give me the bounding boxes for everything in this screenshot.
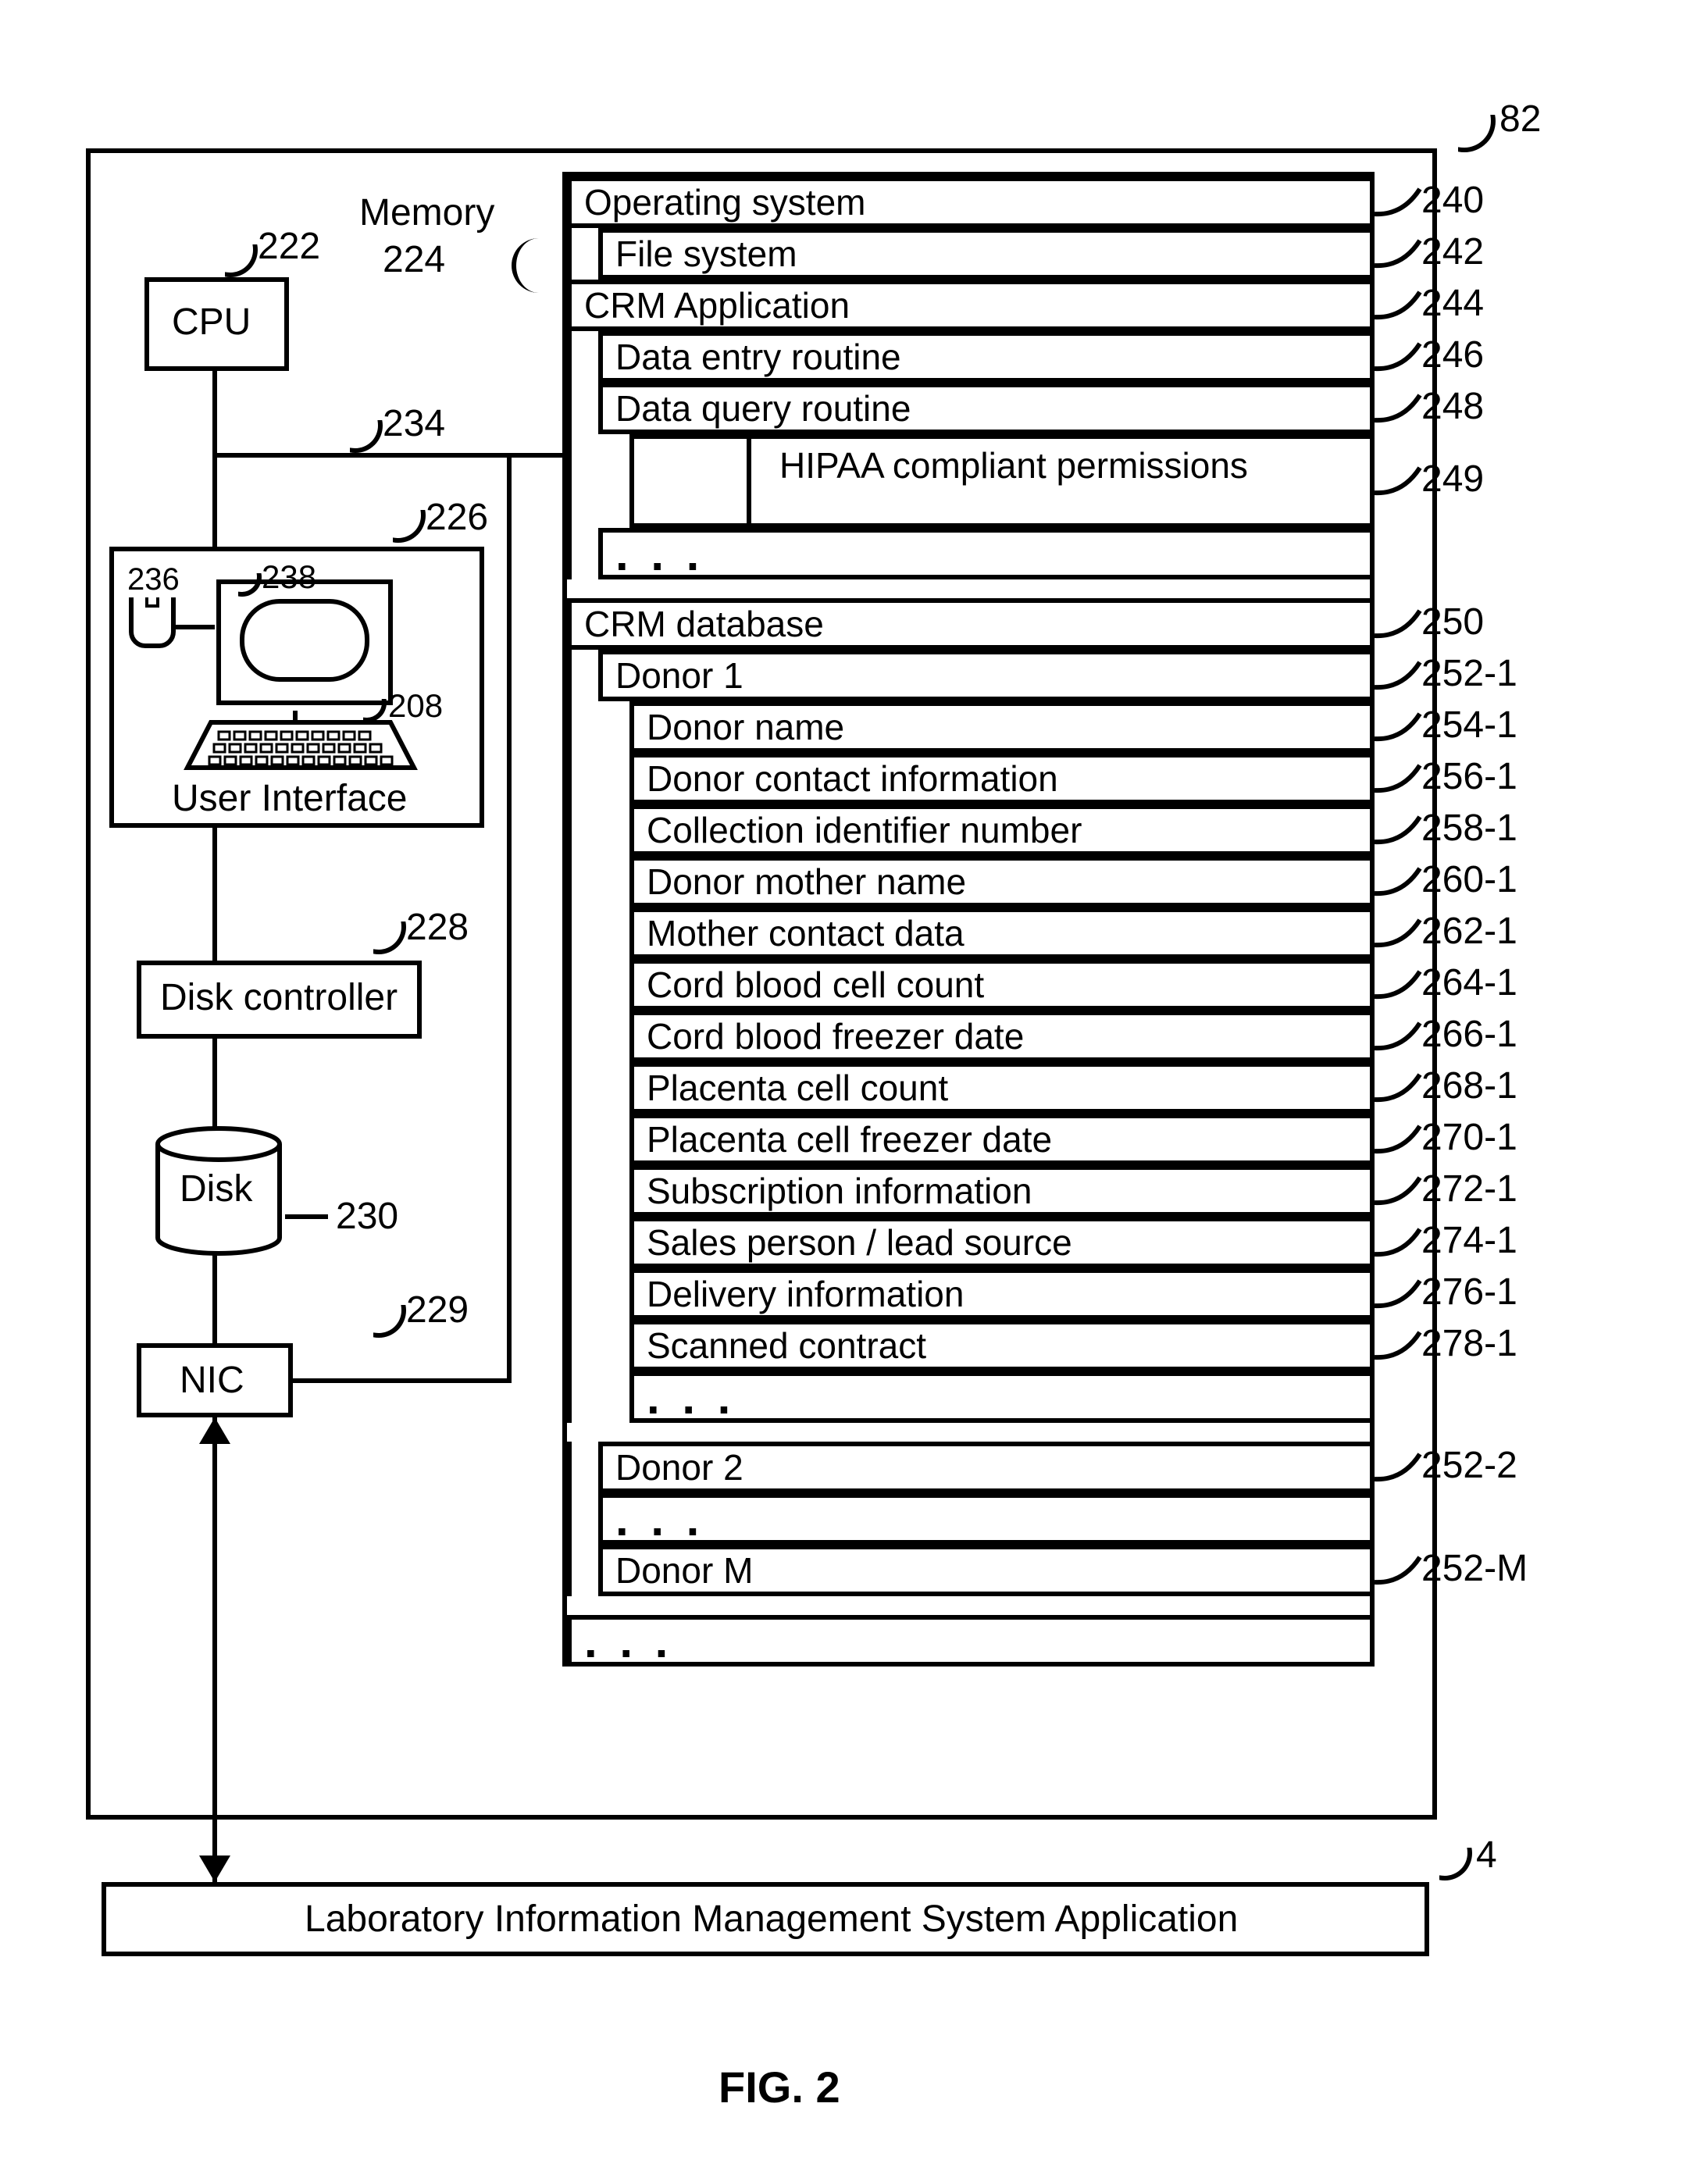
nic-to-bus-v — [507, 453, 512, 1383]
ref-228: 228 — [406, 906, 469, 949]
memory-ref-label: 248 — [1421, 385, 1484, 428]
monitor-icon — [215, 578, 394, 711]
spacer-row — [567, 579, 1370, 598]
ellipsis-text: . . . — [615, 1492, 704, 1546]
memory-row: Placenta cell count — [629, 1062, 1370, 1114]
indent-edge — [567, 650, 572, 1423]
memory-row-text: HIPAA compliant permissions — [779, 445, 1248, 486]
ref-line-230 — [285, 1214, 328, 1219]
ui-label: User Interface — [172, 777, 407, 820]
ref-224: 224 — [383, 238, 445, 281]
indent-edge — [567, 228, 572, 280]
memory-row: Data entry routine — [598, 331, 1370, 383]
ellipsis-row: . . . — [567, 1615, 1370, 1667]
nic-label: NIC — [180, 1359, 244, 1402]
disk-ctrl-label: Disk controller — [160, 976, 398, 1019]
memory-ref-label: 254-1 — [1421, 704, 1517, 747]
memory-ref-label: 242 — [1421, 230, 1484, 273]
memory-ref-label: 246 — [1421, 333, 1484, 376]
cpu-label: CPU — [172, 301, 251, 344]
external-label: Laboratory Information Management System… — [305, 1898, 1238, 1941]
memory-ref-label: 250 — [1421, 601, 1484, 643]
memory-row: Operating system — [567, 176, 1370, 228]
memory-ref-label: 252-1 — [1421, 652, 1517, 695]
ref-arc-82 — [1433, 90, 1496, 152]
memory-row: CRM Application — [567, 280, 1370, 331]
bus-to-diskctrl — [212, 828, 217, 961]
memory-row: CRM database — [567, 598, 1370, 650]
memory-ref-label: 272-1 — [1421, 1167, 1517, 1210]
memory-row: Donor mother name — [629, 856, 1370, 907]
nic-to-bus-h — [293, 1378, 512, 1383]
memory-ref-label: 270-1 — [1421, 1116, 1517, 1159]
memory-row: Subscription information — [629, 1165, 1370, 1217]
memory-row: Donor 1 — [598, 650, 1370, 701]
disk-label: Disk — [180, 1167, 252, 1210]
memory-row: Placenta cell freezer date — [629, 1114, 1370, 1165]
ellipsis-row: . . . — [598, 1493, 1370, 1545]
ref-4: 4 — [1476, 1834, 1497, 1877]
diagram-canvas: 82 CPU 222 234 Memory 224 User Interface… — [16, 16, 1708, 2155]
ref-226: 226 — [426, 496, 488, 539]
keyboard-icon — [180, 715, 422, 777]
memory-row: File system — [598, 228, 1370, 280]
memory-row: Donor contact information — [629, 753, 1370, 804]
memory-row: Cord blood freezer date — [629, 1011, 1370, 1062]
ref-229: 229 — [406, 1289, 469, 1331]
memory-row: HIPAA compliant permissions — [629, 434, 1370, 528]
figure-label: FIG. 2 — [719, 2062, 840, 2112]
ref-236: 236 — [125, 562, 182, 597]
spacer-row — [567, 1423, 1370, 1442]
ellipsis-text: . . . — [584, 1614, 672, 1668]
memory-row: Mother contact data — [629, 907, 1370, 959]
ref-230: 230 — [336, 1195, 398, 1238]
memory-ref-label: 268-1 — [1421, 1064, 1517, 1107]
memory-ref-label: 258-1 — [1421, 807, 1517, 850]
ref-238: 238 — [262, 558, 316, 596]
indent-edge — [567, 331, 572, 579]
arrow-down — [199, 1856, 230, 1882]
memory-row: Cord blood cell count — [629, 959, 1370, 1011]
ellipsis-row: . . . — [629, 1371, 1370, 1423]
memory-row: Donor M — [598, 1545, 1370, 1596]
ellipsis-text: . . . — [647, 1371, 735, 1424]
ref-222: 222 — [258, 225, 320, 268]
ref-208: 208 — [388, 687, 443, 725]
memory-ref-label: 262-1 — [1421, 910, 1517, 953]
memory-row: Donor name — [629, 701, 1370, 753]
memory-ref-label: 244 — [1421, 282, 1484, 325]
memory-ref-label: 252-M — [1421, 1547, 1528, 1590]
indent-edge — [567, 1442, 572, 1596]
ref-arc-4 — [1417, 1826, 1472, 1880]
memory-ref-label: 266-1 — [1421, 1013, 1517, 1056]
ellipsis-row: . . . — [598, 528, 1370, 579]
memory-row: Donor 2 — [598, 1442, 1370, 1493]
memory-row: Scanned contract — [629, 1320, 1370, 1371]
memory-ref-label: 276-1 — [1421, 1271, 1517, 1314]
memory-row: Data query routine — [598, 383, 1370, 434]
memory-label: Memory — [359, 191, 494, 234]
ellipsis-text: . . . — [615, 527, 704, 581]
memory-row: Collection identifier number — [629, 804, 1370, 856]
ref-234: 234 — [383, 402, 445, 445]
bus-to-ui — [212, 453, 217, 547]
nic-to-ext — [212, 1417, 217, 1882]
memory-ref-label: 260-1 — [1421, 858, 1517, 901]
memory-ref-label: 252-2 — [1421, 1444, 1517, 1487]
memory-ref-label: 274-1 — [1421, 1219, 1517, 1262]
memory-ref-label: 249 — [1421, 458, 1484, 501]
mouse-line — [176, 625, 215, 629]
memory-row: Sales person / lead source — [629, 1217, 1370, 1268]
memory-row: Delivery information — [629, 1268, 1370, 1320]
memory-ref-label: 278-1 — [1421, 1322, 1517, 1365]
arrow-up — [199, 1417, 230, 1444]
memory-ref-label: 240 — [1421, 179, 1484, 222]
diskctrl-to-disk — [212, 1039, 217, 1128]
spacer-row — [567, 1596, 1370, 1615]
memory-ref-label: 256-1 — [1421, 755, 1517, 798]
memory-ref-label: 264-1 — [1421, 961, 1517, 1004]
ref-82: 82 — [1499, 98, 1541, 141]
